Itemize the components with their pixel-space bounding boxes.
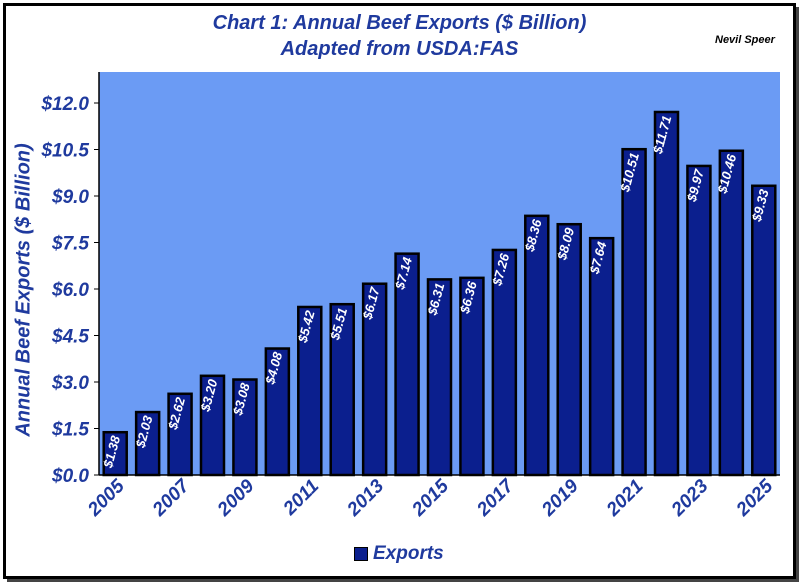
y-tick-label: $6.0 xyxy=(51,280,89,301)
x-tick-label-2015: 2015 xyxy=(408,475,454,521)
bar-2023 xyxy=(686,164,712,477)
bar-2025 xyxy=(751,184,777,477)
x-tick-label-2023: 2023 xyxy=(667,475,713,521)
y-tick-label: $10.5 xyxy=(40,141,89,162)
legend-label-exports: Exports xyxy=(373,543,444,564)
y-tick-label: $7.5 xyxy=(51,234,89,255)
y-tick-label: $12.0 xyxy=(40,94,89,115)
x-tick-label-2021: 2021 xyxy=(602,476,647,521)
chart-title: Chart 1: Annual Beef Exports ($ Billion)… xyxy=(0,10,799,62)
bar-2022 xyxy=(653,110,680,477)
x-tick-label-2007: 2007 xyxy=(148,475,194,521)
x-tick-label-2009: 2009 xyxy=(213,475,259,521)
bar-2024 xyxy=(718,149,745,477)
bar-2019 xyxy=(556,222,582,477)
x-tick-label-2011: 2011 xyxy=(279,476,323,520)
title-line-1: Chart 1: Annual Beef Exports ($ Billion) xyxy=(212,12,587,34)
y-tick-label: $3.0 xyxy=(51,373,89,394)
legend-swatch-exports xyxy=(354,547,368,561)
legend: Exports xyxy=(354,543,444,565)
x-tick-label-2019: 2019 xyxy=(537,475,583,521)
author-credit: Nevil Speer xyxy=(715,34,775,46)
y-tick-label: $4.5 xyxy=(51,327,89,348)
x-tick-label-2013: 2013 xyxy=(343,475,389,521)
y-tick-label: $1.5 xyxy=(51,420,89,441)
x-tick-label-2017: 2017 xyxy=(472,475,518,521)
y-tick-label: $9.0 xyxy=(51,187,89,208)
x-tick-label-2005: 2005 xyxy=(83,475,129,521)
bar-2018 xyxy=(524,214,550,477)
y-tick-label: $0.0 xyxy=(51,466,89,487)
title-line-2: Adapted from USDA:FAS xyxy=(280,38,519,60)
x-tick-label-2025: 2025 xyxy=(732,475,778,521)
y-axis-label: Annual Beef Exports ($ Billion) xyxy=(12,143,35,437)
bar-2021 xyxy=(621,147,647,477)
